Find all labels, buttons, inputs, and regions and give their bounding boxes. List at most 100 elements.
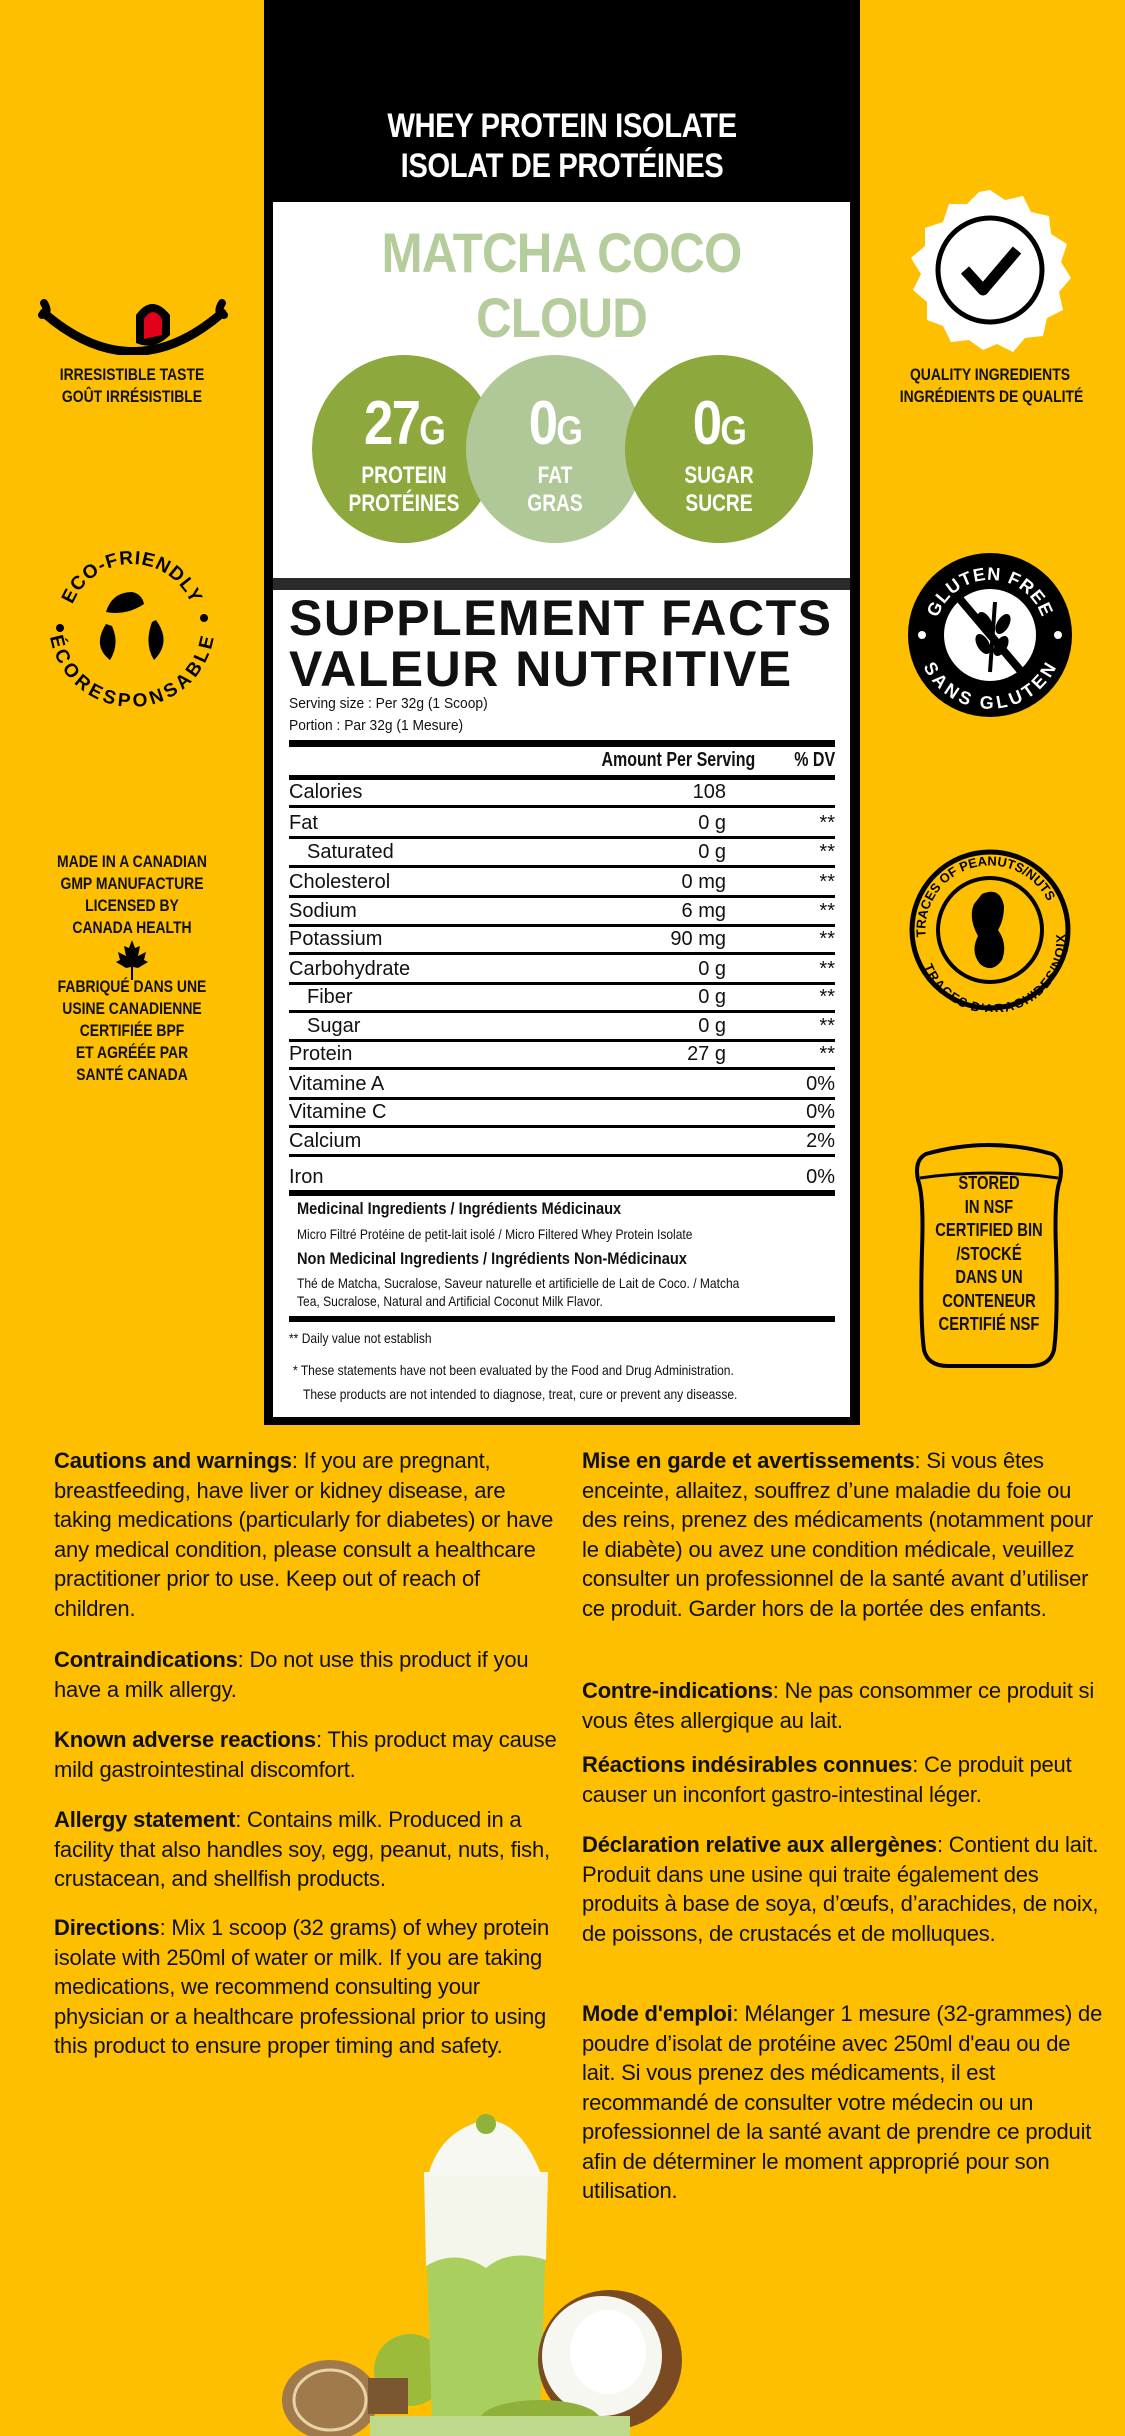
taste-label-en: IRRESISTIBLE TASTE <box>59 365 205 384</box>
nutrient-name: Calories <box>289 781 363 803</box>
facts-title-en: SUPPLEMENT FACTS <box>289 590 833 646</box>
made-in-canada-fr: FABRIQUÉ DANS UNE USINE CANADIENNE CERTI… <box>50 976 214 1086</box>
storage-bin-icon <box>915 1143 1063 1368</box>
no-wheat-icon: GLUTEN FREE SANS GLUTEN <box>908 553 1072 717</box>
nutrient-dv: ** <box>819 841 835 863</box>
nsf-line: CERTIFIÉ NSF <box>938 1314 1040 1334</box>
warning-paragraph: Cautions and warnings: If you are pregna… <box>54 1446 559 1623</box>
highlight-unit: G <box>720 409 746 453</box>
nutrient-name: Saturated <box>307 841 394 863</box>
non-medicinal-text: Thé de Matcha, Sucralose, Saveur naturel… <box>297 1275 740 1291</box>
warning-title: Mise en garde et avertissements <box>582 1448 915 1473</box>
warning-title: Déclaration relative aux allergènes <box>582 1832 937 1857</box>
nutrient-name: Fat <box>289 812 318 834</box>
fat-highlight: 0G FAT GRAS <box>466 355 644 543</box>
non-medicinal-title: Non Medicinal Ingredients / Ingrédients … <box>297 1249 687 1268</box>
nutrient-amount: 90 mg <box>670 928 726 950</box>
warning-paragraph: Directions: Mix 1 scoop (32 grams) of wh… <box>54 1913 559 2061</box>
nutrient-dv: ** <box>819 928 835 950</box>
coconut-icon <box>538 2290 682 2430</box>
nsf-label: STORED IN NSF CERTIFIED BIN /STOCKÉ DANS… <box>907 1172 1071 1337</box>
nutrient-name: Sugar <box>307 1015 361 1037</box>
warning-text: : Mélanger 1 mesure (32-grammes) de poud… <box>582 2001 1103 2203</box>
facts-title-fr: VALEUR NUTRITIVE <box>289 641 793 697</box>
nutrient-dv: ** <box>819 1043 835 1065</box>
nutrient-row: Vitamine C 0% <box>289 1099 835 1128</box>
warning-paragraph: Déclaration relative aux allergènes: Con… <box>582 1830 1107 1948</box>
made-in-line: ET AGRÉÉE PAR <box>75 1043 189 1062</box>
nutrient-row: Sugar 0 g ** <box>289 1013 835 1042</box>
warning-title: Directions <box>54 1915 160 1940</box>
nutrient-dv: ** <box>819 812 835 834</box>
nutrient-dv: 2% <box>806 1130 835 1152</box>
matcha-drink-illustration <box>282 2114 682 2436</box>
warning-title: Cautions and warnings <box>54 1448 292 1473</box>
product-type-en: WHEY PROTEIN ISOLATE <box>387 107 737 145</box>
nutrient-row: Iron 0% <box>289 1160 835 1192</box>
made-in-line: GMP MANUFACTURE <box>60 874 204 893</box>
taste-label: IRRESISTIBLE TASTE GOÛT IRRÉSISTIBLE <box>50 364 214 408</box>
dv-footnote: ** Daily value not establish <box>289 1330 432 1346</box>
medicinal-title: Medicinal Ingredients / Ingrédients Médi… <box>297 1199 622 1218</box>
nutrient-name: Potassium <box>289 928 383 950</box>
warning-title: Known adverse reactions <box>54 1727 316 1752</box>
nutrient-row: Calcium 2% <box>289 1128 835 1157</box>
rule <box>289 775 835 780</box>
highlight-value: 0 <box>528 389 558 458</box>
thick-rule <box>289 1190 835 1196</box>
nutrient-row: Protein 27 g ** <box>289 1041 835 1070</box>
highlight-label-fr: SUCRE <box>685 490 753 517</box>
nutrient-name: Vitamine C <box>289 1101 387 1123</box>
warning-text: : Contains milk. Produced in a facility … <box>54 1807 550 1891</box>
made-in-line: CANADA HEALTH <box>72 918 192 937</box>
warning-text: : Ne pas consommer ce produit si vous êt… <box>582 1678 1095 1733</box>
warning-paragraph: Contraindications: Do not use this produ… <box>54 1645 559 1704</box>
made-in-canada-en: MADE IN A CANADIAN GMP MANUFACTURE LICEN… <box>50 851 214 939</box>
highlight-value: 0 <box>692 389 722 458</box>
nutrient-amount: 0 g <box>698 958 726 980</box>
nutrient-name: Iron <box>289 1166 324 1188</box>
quality-label-en: QUALITY INGREDIENTS <box>909 365 1071 384</box>
warning-title: Mode d'emploi <box>582 2001 733 2026</box>
nutrient-dv: 0% <box>806 1101 835 1123</box>
highlight-label-en: PROTEIN <box>361 462 447 489</box>
nutrient-dv: ** <box>819 900 835 922</box>
product-header: WHEY PROTEIN ISOLATE ISOLAT DE PROTÉINES <box>264 0 860 202</box>
warning-text: : Do not use this product if you have a … <box>54 1647 529 1702</box>
highlight-unit: G <box>556 409 582 453</box>
sugar-highlight: 0G SUGAR SUCRE <box>625 355 813 543</box>
made-in-line: SANTÉ CANADA <box>76 1065 188 1084</box>
nutrient-amount: 0 g <box>698 812 726 834</box>
nsf-line: DANS UN <box>955 1267 1023 1287</box>
nsf-line: CERTIFIED BIN <box>935 1220 1043 1240</box>
protein-highlight: 27G PROTEIN PROTÉINES <box>312 355 496 543</box>
warning-paragraph: Mise en garde et avertissements: Si vous… <box>582 1446 1107 1623</box>
warning-title: Contraindications <box>54 1647 238 1672</box>
highlight-label-en: SUGAR <box>684 462 754 489</box>
made-in-line: CERTIFIÉE BPF <box>79 1021 185 1040</box>
nutrient-dv: ** <box>819 958 835 980</box>
nutrient-dv: ** <box>819 871 835 893</box>
col-amount-header: Amount Per Serving <box>601 749 755 771</box>
highlight-unit: G <box>419 409 445 453</box>
supplement-facts-panel <box>273 590 850 1417</box>
highlight-label-fr: PROTÉINES <box>348 490 460 517</box>
warning-text: : Contient du lait. Produit dans une usi… <box>582 1832 1099 1946</box>
warning-title: Contre-indications <box>582 1678 773 1703</box>
made-in-line: MADE IN A CANADIAN <box>57 852 207 871</box>
nsf-line: CONTENEUR <box>942 1290 1036 1311</box>
warning-paragraph: Allergy statement: Contains milk. Produc… <box>54 1805 559 1894</box>
nutrient-amount: 108 <box>692 781 726 803</box>
nutrient-row: Carbohydrate 0 g ** <box>289 956 835 985</box>
col-dv-header: % DV <box>794 749 835 771</box>
warning-paragraph: Contre-indications: Ne pas consommer ce … <box>582 1676 1107 1735</box>
nutrient-amount: 27 g <box>687 1043 726 1065</box>
nutrient-row: Saturated 0 g ** <box>289 839 835 868</box>
nutrient-row: Potassium 90 mg ** <box>289 926 835 955</box>
fda-disclaimer: These products are not intended to diagn… <box>303 1386 738 1402</box>
warning-text: : Mix 1 scoop (32 grams) of whey protein… <box>54 1915 549 2058</box>
serving-size-fr: Portion : Par 32g (1 Mesure) <box>289 717 464 734</box>
made-in-line: FABRIQUÉ DANS UNE <box>57 977 207 996</box>
warning-text: : Si vous êtes enceinte, allaitez, souff… <box>582 1448 1094 1621</box>
nsf-line: STORED <box>958 1173 1020 1193</box>
